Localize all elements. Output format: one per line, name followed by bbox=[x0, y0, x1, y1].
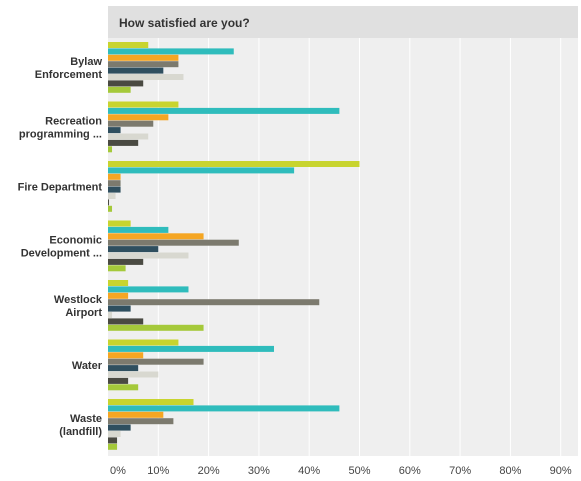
bar-cat5-series7 bbox=[108, 384, 139, 391]
bar-cat3-series2 bbox=[108, 233, 204, 240]
bar-cat1-series5 bbox=[108, 133, 149, 140]
bar-cat0-series6 bbox=[108, 80, 144, 87]
bar-cat4-series2 bbox=[108, 292, 129, 299]
x-tick-label-0: 0% bbox=[110, 465, 126, 477]
bar-cat3-series6 bbox=[108, 258, 144, 265]
x-tick-label-40: 40% bbox=[298, 465, 320, 477]
title-bar bbox=[108, 6, 578, 38]
bar-cat2-series5 bbox=[108, 193, 116, 199]
x-tick-label-20: 20% bbox=[198, 465, 220, 477]
category-label-line: Waste bbox=[70, 413, 102, 425]
category-label-line: programming ... bbox=[19, 129, 102, 141]
bar-cat5-series2 bbox=[108, 352, 144, 359]
category-label-line: Water bbox=[72, 360, 103, 372]
category-labels: Bylaw Enforcement Recreation programming ..… bbox=[18, 56, 103, 438]
bar-cat3-series7 bbox=[108, 265, 126, 272]
bar-cat6-series6 bbox=[108, 437, 118, 444]
bar-cat2-series4 bbox=[108, 186, 121, 193]
bar-cat5-series6 bbox=[108, 377, 129, 384]
bar-cat4-series0 bbox=[108, 280, 129, 286]
category-label-line: Economic bbox=[49, 235, 102, 247]
bar-cat2-series7 bbox=[108, 205, 113, 212]
bar-cat1-series0 bbox=[108, 101, 179, 108]
bar-cat2-series2 bbox=[108, 173, 121, 180]
x-tick-label-60: 60% bbox=[399, 465, 421, 477]
bar-cat4-series5 bbox=[108, 312, 113, 318]
plot-background bbox=[108, 38, 578, 456]
category-label-line: (landfill) bbox=[59, 426, 102, 438]
bar-cat4-series6 bbox=[108, 318, 144, 325]
bar-cat2-series6 bbox=[108, 199, 110, 206]
bar-cat2-series1 bbox=[108, 167, 295, 174]
bar-cat5-series5 bbox=[108, 371, 159, 378]
x-tick-labels: 0% 10% 20% 30% 40% 50% 60% 70% 80% 90% bbox=[110, 465, 572, 477]
x-tick-label-90: 90% bbox=[550, 465, 572, 477]
category-label-2: Fire Department bbox=[18, 182, 103, 194]
bar-cat6-series5 bbox=[108, 431, 121, 437]
bar-cat5-series0 bbox=[108, 339, 179, 346]
bar-cat1-series1 bbox=[108, 107, 340, 114]
bar-cat6-series1 bbox=[108, 405, 340, 412]
bar-cat3-series0 bbox=[108, 220, 131, 227]
category-label-line: Enforcement bbox=[35, 69, 103, 81]
x-tick-label-80: 80% bbox=[499, 465, 521, 477]
x-tick-label-70: 70% bbox=[449, 465, 471, 477]
chart-title: How satisfied are you? bbox=[119, 16, 250, 30]
bar-cat1-series3 bbox=[108, 120, 154, 127]
x-tick-label-10: 10% bbox=[147, 465, 169, 477]
gridlines bbox=[157, 38, 562, 456]
bar-cat2-series0 bbox=[108, 161, 360, 167]
bar-cat4-series3 bbox=[108, 299, 320, 306]
bar-cat0-series4 bbox=[108, 67, 164, 74]
bar-cat4-series4 bbox=[108, 305, 131, 312]
bar-cat1-series4 bbox=[108, 127, 121, 134]
bar-cat4-series1 bbox=[108, 286, 189, 293]
bar-cat1-series7 bbox=[108, 146, 113, 153]
category-label-line: Development ... bbox=[21, 248, 102, 260]
category-label-line: Fire Department bbox=[18, 182, 103, 194]
bar-cat6-series0 bbox=[108, 399, 194, 405]
category-label-line: Recreation bbox=[45, 116, 102, 128]
category-label-3: Economic Development ... bbox=[21, 235, 102, 260]
category-label-line: Airport bbox=[65, 307, 102, 319]
bar-cat3-series4 bbox=[108, 246, 159, 253]
bar-cat0-series5 bbox=[108, 74, 184, 80]
bar-cat5-series1 bbox=[108, 345, 274, 352]
bar-cat1-series2 bbox=[108, 114, 169, 121]
bar-cat6-series3 bbox=[108, 418, 174, 425]
x-tick-label-50: 50% bbox=[348, 465, 370, 477]
bar-cat6-series2 bbox=[108, 411, 164, 418]
category-label-6: Waste (landfill) bbox=[59, 413, 102, 438]
category-label-line: Bylaw bbox=[70, 56, 102, 68]
category-label-1: Recreation programming ... bbox=[19, 116, 102, 141]
bar-cat1-series6 bbox=[108, 139, 139, 146]
bar-cat5-series4 bbox=[108, 365, 139, 372]
bar-cat3-series1 bbox=[108, 226, 169, 233]
bar-cat4-series7 bbox=[108, 324, 204, 331]
bar-cat0-series2 bbox=[108, 54, 179, 61]
bar-cat0-series3 bbox=[108, 61, 179, 68]
category-label-5: Water bbox=[72, 360, 103, 372]
bar-cat2-series3 bbox=[108, 180, 121, 187]
category-label-4: Westlock Airport bbox=[54, 294, 103, 319]
bar-cat6-series4 bbox=[108, 424, 131, 431]
category-label-line: Westlock bbox=[54, 294, 103, 306]
bar-cat3-series3 bbox=[108, 239, 239, 246]
bar-cat0-series0 bbox=[108, 42, 149, 48]
bar-cat0-series1 bbox=[108, 48, 234, 55]
bar-group bbox=[108, 42, 360, 450]
x-tick-label-30: 30% bbox=[248, 465, 270, 477]
category-label-0: Bylaw Enforcement bbox=[35, 56, 103, 81]
bar-cat0-series7 bbox=[108, 86, 131, 93]
bar-cat6-series7 bbox=[108, 443, 118, 450]
bar-cat3-series5 bbox=[108, 252, 189, 259]
bar-cat5-series3 bbox=[108, 358, 204, 365]
